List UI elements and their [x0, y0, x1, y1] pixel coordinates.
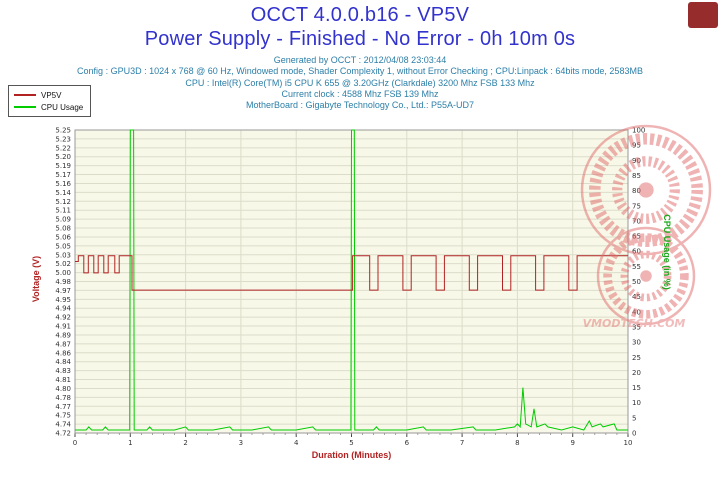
svg-text:100: 100 — [632, 127, 645, 135]
svg-text:5.12: 5.12 — [55, 198, 71, 206]
svg-text:4.75: 4.75 — [55, 412, 71, 420]
svg-text:5: 5 — [349, 439, 353, 447]
svg-text:3: 3 — [239, 439, 243, 447]
svg-text:4.87: 4.87 — [55, 340, 71, 348]
svg-text:1: 1 — [128, 439, 132, 447]
svg-text:5.00: 5.00 — [55, 269, 71, 277]
svg-text:5.22: 5.22 — [55, 144, 71, 152]
svg-text:5.14: 5.14 — [55, 189, 71, 197]
svg-text:4.77: 4.77 — [55, 403, 71, 411]
svg-text:5.23: 5.23 — [55, 135, 71, 143]
svg-text:4.74: 4.74 — [55, 421, 71, 429]
series-vp5v — [75, 255, 628, 291]
svg-text:85: 85 — [632, 172, 641, 180]
right-axis-title: CPU Usage (in %) — [662, 214, 672, 290]
report-subtitle: Power Supply - Finished - No Error - 0h … — [144, 28, 576, 50]
svg-text:5.16: 5.16 — [55, 180, 71, 188]
svg-text:20: 20 — [632, 369, 641, 377]
svg-text:6: 6 — [405, 439, 410, 447]
x-axis-title: Duration (Minutes) — [311, 450, 392, 460]
svg-text:4.98: 4.98 — [55, 278, 71, 286]
svg-text:60: 60 — [632, 248, 641, 256]
svg-text:4.97: 4.97 — [55, 287, 71, 295]
svg-text:5.06: 5.06 — [55, 233, 71, 241]
svg-text:2: 2 — [183, 439, 187, 447]
info-generated: Generated by OCCT : 2012/04/08 23:03:44 — [273, 55, 447, 65]
svg-text:55: 55 — [632, 263, 641, 271]
svg-text:7: 7 — [460, 439, 464, 447]
svg-text:0: 0 — [632, 430, 636, 438]
svg-text:30: 30 — [632, 339, 641, 347]
svg-text:5.19: 5.19 — [55, 162, 71, 170]
legend-line-sample-cpu — [14, 106, 36, 108]
svg-text:95: 95 — [632, 142, 641, 150]
svg-text:5.09: 5.09 — [55, 216, 71, 224]
svg-text:15: 15 — [632, 384, 641, 392]
svg-text:50: 50 — [632, 278, 641, 286]
svg-text:4.91: 4.91 — [55, 323, 71, 331]
svg-text:80: 80 — [632, 187, 641, 195]
svg-text:70: 70 — [632, 217, 641, 225]
svg-text:25: 25 — [632, 354, 641, 362]
svg-text:5.03: 5.03 — [55, 251, 71, 259]
svg-text:5.17: 5.17 — [55, 171, 71, 179]
info-motherboard: MotherBoard : Gigabyte Technology Co., L… — [246, 100, 474, 111]
svg-text:5.20: 5.20 — [55, 153, 71, 161]
legend-item-vp5v: VP5V — [14, 89, 83, 101]
svg-text:4.94: 4.94 — [55, 305, 71, 313]
legend-line-sample-vp5v — [14, 94, 36, 96]
svg-text:4.84: 4.84 — [55, 358, 71, 366]
info-cpu: CPU : Intel(R) Core(TM) i5 CPU K 655 @ 3… — [185, 77, 535, 88]
info-config: Config : GPU3D : 1024 x 768 @ 60 Hz, Win… — [77, 66, 643, 77]
svg-text:4.89: 4.89 — [55, 331, 71, 339]
svg-text:5.02: 5.02 — [55, 260, 71, 268]
series-cpu-usage — [75, 129, 628, 431]
svg-text:9: 9 — [570, 439, 574, 447]
svg-text:5: 5 — [632, 414, 636, 422]
svg-text:4.86: 4.86 — [55, 349, 71, 357]
info-clock: Current clock : 4588 Mhz FSB 139 Mhz — [281, 88, 439, 99]
watermark-logo: VMODTECH.COM — [580, 124, 712, 330]
svg-text:4.81: 4.81 — [55, 376, 71, 384]
svg-text:4.78: 4.78 — [55, 394, 71, 402]
svg-text:5.08: 5.08 — [55, 225, 71, 233]
chart-legend: VP5V CPU Usage — [8, 85, 92, 117]
svg-text:8: 8 — [515, 439, 519, 447]
svg-text:4.80: 4.80 — [55, 385, 71, 393]
svg-text:35: 35 — [632, 323, 641, 331]
svg-text:4.95: 4.95 — [55, 296, 71, 304]
report-info: Generated by OCCT : 2012/04/08 23:03:44 … — [0, 55, 720, 111]
svg-text:4: 4 — [294, 439, 299, 447]
svg-text:75: 75 — [632, 202, 641, 210]
watermark-text: VMODTECH.COM — [583, 317, 686, 330]
left-axis-title: Voltage (V) — [31, 255, 41, 303]
svg-text:0: 0 — [73, 439, 77, 447]
legend-label-vp5v: VP5V — [41, 90, 62, 100]
report-title: OCCT 4.0.0.b16 - VP5V — [250, 4, 470, 26]
watermark-badge — [688, 2, 718, 28]
svg-text:5.25: 5.25 — [55, 127, 71, 135]
legend-item-cpu-usage: CPU Usage — [14, 101, 83, 113]
svg-text:4.72: 4.72 — [55, 430, 71, 438]
svg-text:4.92: 4.92 — [55, 314, 71, 322]
svg-text:5.11: 5.11 — [55, 207, 71, 215]
svg-text:5.05: 5.05 — [55, 242, 71, 250]
legend-label-cpu: CPU Usage — [41, 102, 84, 112]
svg-text:10: 10 — [624, 439, 633, 447]
svg-text:10: 10 — [632, 399, 641, 407]
svg-text:4.83: 4.83 — [55, 367, 71, 375]
